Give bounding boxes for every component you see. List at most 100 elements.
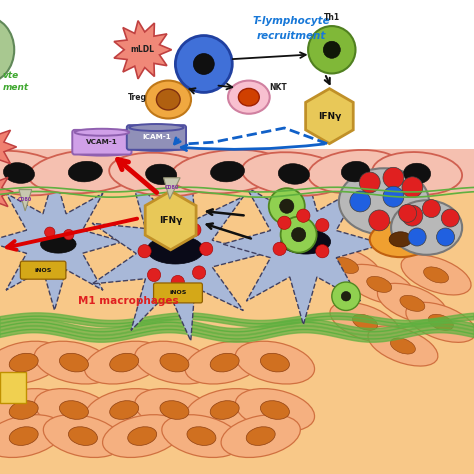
Ellipse shape	[0, 17, 14, 83]
Ellipse shape	[228, 81, 270, 114]
Circle shape	[422, 200, 440, 218]
Text: Treg: Treg	[128, 93, 147, 101]
Ellipse shape	[0, 415, 64, 457]
Ellipse shape	[9, 353, 38, 372]
Ellipse shape	[400, 295, 425, 311]
Ellipse shape	[401, 255, 471, 295]
Ellipse shape	[308, 150, 403, 193]
Circle shape	[171, 275, 184, 289]
Ellipse shape	[185, 389, 264, 431]
Circle shape	[193, 54, 214, 74]
Text: ment: ment	[2, 83, 28, 92]
Ellipse shape	[238, 88, 259, 106]
Ellipse shape	[221, 415, 301, 457]
Ellipse shape	[9, 427, 38, 446]
Ellipse shape	[210, 161, 245, 182]
Ellipse shape	[391, 338, 415, 354]
Circle shape	[192, 266, 206, 279]
Ellipse shape	[102, 415, 182, 457]
Polygon shape	[19, 190, 32, 211]
Ellipse shape	[59, 401, 89, 419]
Circle shape	[278, 216, 291, 229]
Circle shape	[350, 191, 371, 212]
FancyBboxPatch shape	[0, 192, 474, 474]
Circle shape	[308, 26, 356, 73]
Ellipse shape	[135, 341, 214, 384]
Ellipse shape	[34, 341, 114, 384]
Polygon shape	[92, 166, 264, 341]
Ellipse shape	[311, 246, 381, 285]
Circle shape	[281, 217, 317, 253]
Ellipse shape	[406, 302, 474, 342]
Ellipse shape	[389, 232, 412, 247]
Ellipse shape	[235, 389, 315, 431]
Circle shape	[164, 214, 177, 227]
Circle shape	[188, 223, 201, 237]
Ellipse shape	[339, 168, 429, 235]
Ellipse shape	[0, 389, 64, 431]
Ellipse shape	[109, 353, 139, 372]
Ellipse shape	[246, 427, 275, 446]
Ellipse shape	[353, 314, 377, 330]
Ellipse shape	[210, 353, 239, 372]
Ellipse shape	[40, 235, 76, 253]
Ellipse shape	[28, 150, 142, 193]
Polygon shape	[0, 170, 13, 214]
Ellipse shape	[75, 149, 129, 155]
Circle shape	[138, 245, 151, 258]
Ellipse shape	[156, 89, 180, 110]
Polygon shape	[306, 89, 353, 144]
Circle shape	[437, 228, 455, 246]
Ellipse shape	[68, 161, 102, 182]
Circle shape	[200, 242, 213, 255]
FancyBboxPatch shape	[0, 149, 474, 192]
Circle shape	[297, 209, 310, 222]
Ellipse shape	[0, 151, 71, 195]
Ellipse shape	[334, 257, 358, 273]
Ellipse shape	[187, 427, 216, 446]
Polygon shape	[223, 164, 384, 325]
Ellipse shape	[75, 129, 129, 136]
Ellipse shape	[84, 389, 164, 431]
Ellipse shape	[341, 161, 370, 182]
Text: mLDL: mLDL	[130, 46, 154, 54]
Ellipse shape	[128, 427, 157, 446]
Circle shape	[269, 188, 305, 224]
Ellipse shape	[428, 314, 453, 330]
Text: T-lymphocyte: T-lymphocyte	[253, 16, 330, 27]
Circle shape	[408, 228, 426, 246]
Text: NKT: NKT	[269, 83, 287, 92]
Ellipse shape	[260, 401, 290, 419]
Circle shape	[399, 204, 417, 222]
Ellipse shape	[0, 341, 64, 384]
Text: vte: vte	[2, 72, 18, 80]
Ellipse shape	[185, 341, 264, 384]
Text: CD80: CD80	[18, 197, 32, 201]
Text: IFNγ: IFNγ	[159, 216, 182, 225]
Text: VCAM-1: VCAM-1	[86, 139, 118, 145]
Circle shape	[45, 227, 55, 237]
Ellipse shape	[278, 164, 310, 184]
Ellipse shape	[404, 163, 430, 184]
Circle shape	[316, 245, 329, 258]
Ellipse shape	[84, 341, 164, 384]
Ellipse shape	[109, 401, 139, 419]
Ellipse shape	[242, 152, 346, 196]
Ellipse shape	[135, 389, 214, 431]
Circle shape	[273, 242, 286, 255]
Ellipse shape	[147, 236, 204, 264]
Ellipse shape	[68, 427, 98, 446]
Ellipse shape	[391, 200, 462, 255]
Circle shape	[145, 221, 158, 234]
Circle shape	[280, 199, 294, 213]
Ellipse shape	[3, 163, 35, 183]
Ellipse shape	[43, 415, 123, 457]
Ellipse shape	[109, 153, 213, 196]
Ellipse shape	[330, 302, 400, 342]
Ellipse shape	[260, 353, 290, 372]
Ellipse shape	[367, 276, 392, 292]
Ellipse shape	[9, 401, 38, 419]
Text: CD80: CD80	[164, 185, 179, 190]
FancyBboxPatch shape	[0, 372, 26, 403]
Ellipse shape	[146, 164, 177, 185]
